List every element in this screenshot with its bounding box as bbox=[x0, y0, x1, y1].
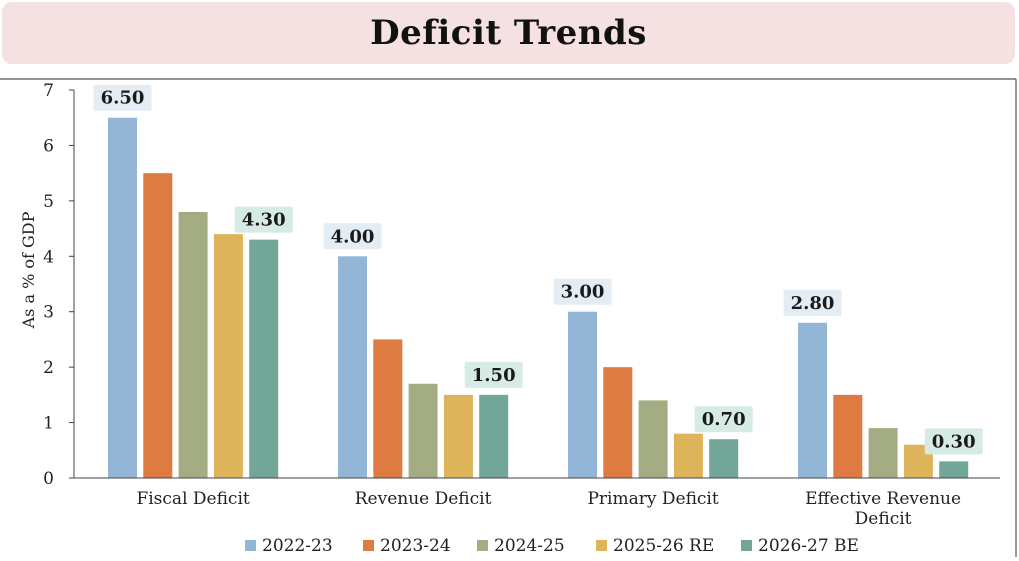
legend-label: 2025-26 RE bbox=[613, 536, 714, 556]
bar-2024-25-0 bbox=[178, 211, 208, 478]
bar-2023-24-0 bbox=[143, 173, 173, 478]
bar-2026-27-be-0 bbox=[249, 239, 279, 478]
bars-group bbox=[108, 117, 969, 478]
data-label: 4.00 bbox=[331, 226, 375, 247]
x-category-label: Effective Revenue bbox=[805, 489, 961, 509]
bar-2022-23-2 bbox=[568, 311, 597, 478]
bar-2025-26-re-0 bbox=[213, 234, 243, 478]
bar-2025-26-re-2 bbox=[673, 433, 703, 478]
y-tick-label: 0 bbox=[43, 469, 54, 489]
bar-2024-25-1 bbox=[408, 383, 438, 478]
legend-swatch bbox=[245, 540, 256, 551]
data-label-box bbox=[783, 289, 842, 316]
data-label: 0.30 bbox=[932, 431, 976, 452]
legend: 2022-23 2023-24 2024-25 2025-26 RE 2026-27 B… bbox=[245, 536, 859, 556]
bar-chart: 0 1 2 3 4 5 6 7 As a % of GDP 6.50 4.30 4.00 1.50 3.… bbox=[0, 78, 1017, 557]
bar-2023-24-3 bbox=[833, 394, 863, 478]
data-label-box bbox=[93, 84, 152, 111]
bar-2026-27-be-3 bbox=[939, 461, 969, 478]
x-category-label: Fiscal Deficit bbox=[136, 489, 249, 509]
data-label-box bbox=[234, 206, 293, 233]
data-label-box bbox=[464, 361, 523, 388]
legend-label: 2026-27 BE bbox=[758, 536, 859, 556]
legend-swatch bbox=[477, 540, 488, 551]
data-label-box bbox=[323, 223, 382, 250]
legend-label: 2023-24 bbox=[380, 536, 451, 556]
legend-swatch bbox=[363, 540, 374, 551]
data-label-box bbox=[924, 428, 983, 455]
y-tick-label: 2 bbox=[43, 358, 54, 378]
bar-2025-26-re-1 bbox=[443, 394, 473, 478]
data-label: 0.70 bbox=[702, 409, 746, 430]
bar-2022-23-1 bbox=[338, 256, 367, 478]
chart-title: Deficit Trends bbox=[2, 2, 1015, 64]
x-category-label: Revenue Deficit bbox=[355, 489, 492, 509]
y-tick-label: 4 bbox=[43, 247, 54, 267]
bar-2022-23-0 bbox=[108, 117, 137, 478]
bar-2024-25-2 bbox=[638, 400, 668, 478]
data-label: 4.30 bbox=[242, 210, 286, 231]
data-label-box bbox=[553, 278, 612, 305]
legend-swatch bbox=[741, 540, 752, 551]
y-axis-label: As a % of GDP bbox=[19, 211, 38, 329]
data-label: 6.50 bbox=[101, 88, 145, 109]
bar-2026-27-be-1 bbox=[479, 394, 509, 478]
legend-label: 2024-25 bbox=[494, 536, 565, 556]
y-tick-label: 6 bbox=[43, 136, 54, 156]
data-label: 3.00 bbox=[561, 282, 605, 303]
x-category-label: Deficit bbox=[855, 509, 912, 529]
bar-2022-23-3 bbox=[798, 322, 827, 478]
legend-label: 2022-23 bbox=[262, 536, 333, 556]
x-axis: Fiscal Deficit Revenue Deficit Primary Def… bbox=[74, 477, 1000, 529]
bar-2024-25-3 bbox=[868, 428, 898, 478]
bar-2026-27-be-2 bbox=[709, 439, 739, 478]
legend-swatch bbox=[596, 540, 607, 551]
chart-area: 0 1 2 3 4 5 6 7 As a % of GDP 6.50 4.30 4.00 1.50 3.… bbox=[0, 66, 1019, 557]
data-label: 1.50 bbox=[472, 365, 516, 386]
y-tick-label: 7 bbox=[43, 81, 54, 101]
x-category-label: Primary Deficit bbox=[587, 489, 718, 509]
y-tick-label: 1 bbox=[43, 414, 54, 434]
bar-2023-24-2 bbox=[603, 367, 633, 478]
data-label-box bbox=[694, 406, 753, 433]
bar-2023-24-1 bbox=[373, 339, 403, 478]
y-tick-label: 3 bbox=[43, 303, 54, 323]
y-axis: 0 1 2 3 4 5 6 7 As a % of GDP bbox=[19, 81, 75, 489]
data-label: 2.80 bbox=[791, 293, 835, 314]
y-tick-label: 5 bbox=[43, 192, 54, 212]
data-labels-group: 6.50 4.30 4.00 1.50 3.00 0.70 2.80 0.30 bbox=[93, 84, 983, 455]
